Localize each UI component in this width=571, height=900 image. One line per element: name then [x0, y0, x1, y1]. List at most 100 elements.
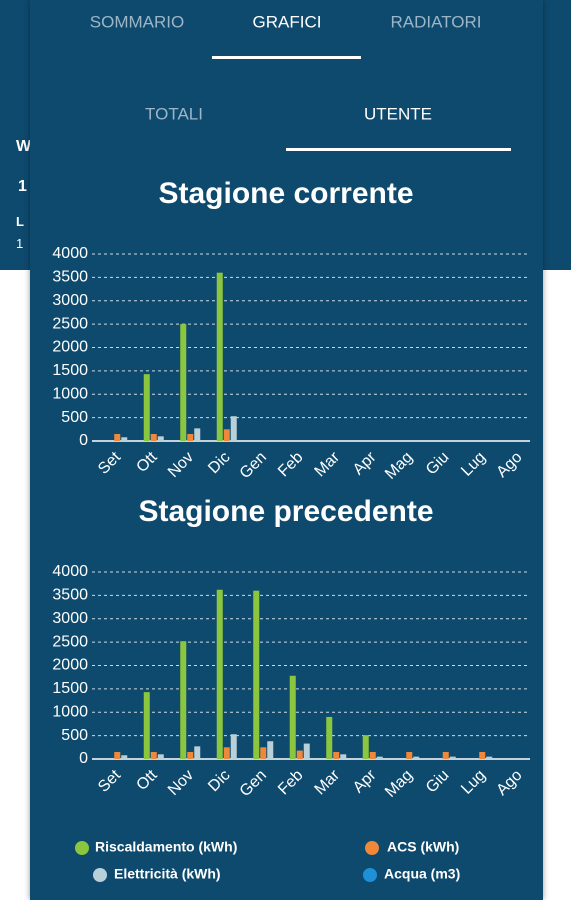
bar: [187, 751, 194, 759]
bar: [369, 751, 376, 759]
x-tick-label: Feb: [275, 767, 307, 799]
y-tick-label: 3500: [52, 587, 88, 604]
x-tick-label: Apr: [350, 766, 380, 796]
bar: [333, 751, 340, 759]
x-tick-label: Lug: [458, 449, 489, 480]
bar: [253, 590, 260, 759]
bar: [157, 754, 164, 759]
bar: [150, 751, 157, 759]
legend-label: Riscaldamento (kWh): [95, 839, 237, 855]
x-tick-label: Mar: [312, 448, 344, 480]
x-tick-label: Ago: [493, 449, 525, 481]
x-tick-label: Ott: [133, 766, 161, 794]
x-tick-label: Mag: [382, 449, 416, 483]
bar: [157, 436, 164, 441]
bar: [296, 750, 303, 759]
x-tick-label: Set: [95, 448, 124, 477]
background-text: L: [16, 214, 24, 229]
bar: [486, 756, 493, 759]
x-tick-label: Nov: [165, 767, 197, 799]
bar: [187, 433, 194, 441]
bar: [194, 746, 201, 759]
bar: [303, 743, 310, 759]
y-tick-label: 1000: [52, 385, 88, 402]
y-tick-label: 4000: [52, 245, 88, 262]
x-tick-label: Gen: [237, 767, 270, 800]
bar: [143, 692, 150, 759]
y-tick-label: 3000: [52, 610, 88, 627]
bar: [362, 735, 369, 759]
legend-label: ACS (kWh): [387, 839, 459, 855]
y-tick-label: 2000: [52, 339, 88, 356]
bar: [216, 272, 223, 441]
subtab[interactable]: TOTALI: [145, 104, 203, 123]
y-tick-label: 2000: [52, 657, 88, 674]
bar: [150, 433, 157, 441]
bar: [413, 756, 420, 759]
y-tick-label: 2500: [52, 315, 88, 332]
x-tick-label: Ott: [133, 448, 161, 476]
bar: [340, 754, 347, 759]
bar: [114, 433, 121, 441]
background-text: W: [16, 138, 32, 155]
chart-title: Stagione corrente: [158, 177, 413, 210]
bar: [442, 751, 449, 759]
bar: [479, 751, 486, 759]
x-tick-label: Nov: [165, 449, 197, 481]
tab-active[interactable]: GRAFICI: [253, 12, 322, 31]
y-tick-label: 1000: [52, 703, 88, 720]
x-tick-label: Gen: [237, 449, 270, 482]
y-tick-label: 1500: [52, 362, 88, 379]
bar: [376, 756, 383, 759]
legend-swatch: [363, 868, 377, 882]
tab[interactable]: SOMMARIO: [90, 12, 184, 31]
y-tick-label: 3500: [52, 269, 88, 286]
y-tick-label: 2500: [52, 633, 88, 650]
legend-label: Elettricità (kWh): [114, 866, 221, 882]
bar: [289, 675, 296, 759]
bar: [180, 641, 187, 759]
x-tick-label: Mag: [382, 767, 416, 801]
y-tick-label: 1500: [52, 680, 88, 697]
y-tick-label: 500: [61, 409, 88, 426]
bar: [267, 741, 274, 759]
bar: [223, 429, 230, 441]
subtab-indicator: [286, 148, 511, 151]
bar: [180, 324, 187, 441]
bar: [121, 437, 128, 441]
x-tick-label: Apr: [350, 448, 380, 478]
y-tick-label: 4000: [52, 563, 88, 580]
subtab-active[interactable]: UTENTE: [364, 104, 432, 123]
x-tick-label: Dic: [205, 767, 233, 795]
y-tick-label: 0: [79, 432, 88, 449]
bar: [143, 374, 150, 441]
y-tick-label: 3000: [52, 292, 88, 309]
legend-swatch: [365, 841, 379, 855]
tab-indicator: [212, 56, 361, 59]
legend-swatch: [75, 841, 89, 855]
bar: [406, 751, 413, 759]
x-tick-label: Giu: [423, 449, 453, 479]
bar: [223, 747, 230, 759]
bar: [121, 755, 128, 759]
x-tick-label: Set: [95, 766, 124, 795]
x-tick-label: Dic: [205, 449, 233, 477]
legend-label: Acqua (m3): [384, 866, 460, 882]
legend-swatch: [93, 868, 107, 882]
tab[interactable]: RADIATORI: [391, 12, 482, 31]
bar: [326, 716, 333, 759]
chart-title: Stagione precedente: [138, 495, 433, 528]
background-text: 1: [18, 178, 27, 195]
x-tick-label: Ago: [493, 767, 525, 799]
bar: [260, 747, 267, 759]
x-tick-label: Mar: [312, 766, 344, 798]
x-tick-label: Feb: [275, 449, 307, 481]
bar: [230, 416, 237, 441]
bar: [194, 428, 201, 441]
y-tick-label: 0: [79, 750, 88, 767]
bar: [216, 589, 223, 759]
x-tick-label: Giu: [423, 767, 453, 797]
x-tick-label: Lug: [458, 767, 489, 798]
